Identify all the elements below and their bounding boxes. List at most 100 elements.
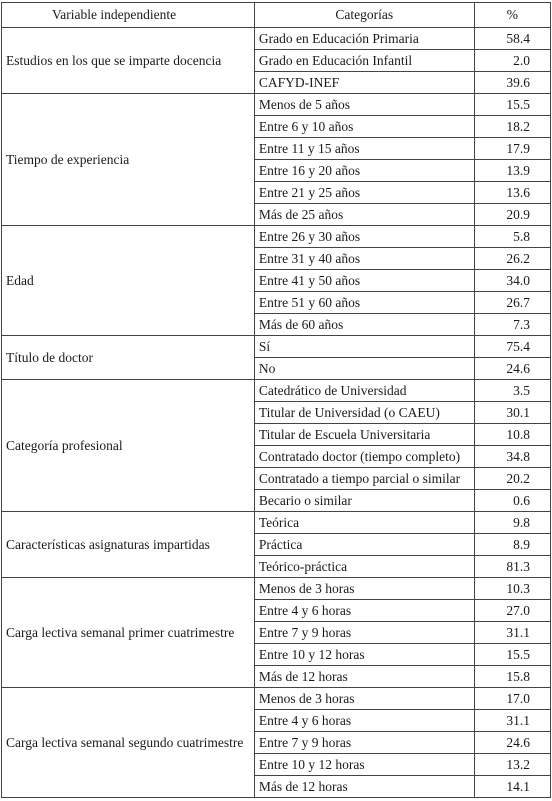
table-row: Edad Entre 26 y 30 años 5.8 [1, 225, 552, 336]
percent-cell: 81.3 [473, 555, 552, 578]
category-cell: Entre 11 y 15 años [253, 137, 475, 160]
percent-cell: 26.2 [473, 247, 552, 270]
category-cell: Grado en Educación Infantil [253, 49, 475, 72]
table-row: Estudios en los que se imparte docencia G… [1, 27, 552, 94]
table-row: Becario o similar 0.6 [2, 489, 552, 512]
category-cell: Grado en Educación Primaria [253, 27, 475, 50]
category-cell: Más de 12 horas [253, 665, 475, 688]
table-row: Grado en Educación Infantil 2.0 [2, 49, 552, 72]
category-cell: Titular de Escuela Universitaria [253, 423, 475, 446]
table-row: Más de 60 años 7.3 [2, 313, 552, 336]
table-row: Teórico-práctica 81.3 [2, 555, 552, 578]
category-cell: Más de 25 años [253, 203, 475, 226]
percent-cell: 15.5 [473, 93, 552, 116]
table-body: Estudios en los que se imparte docencia G… [1, 27, 552, 798]
percent-cell: 14.1 [473, 775, 552, 798]
category-cell: Entre 4 y 6 horas [253, 599, 475, 622]
percent-cell: 5.8 [473, 225, 552, 248]
percent-cell: 17.9 [473, 137, 552, 160]
header-variable: Variable independiente [1, 2, 255, 28]
percent-cell: 2.0 [473, 49, 552, 72]
percent-cell: 34.0 [473, 269, 552, 292]
percent-cell: 58.4 [473, 27, 552, 50]
header-category: Categorías [253, 2, 475, 28]
percent-cell: 31.1 [473, 621, 552, 644]
header-percent: % [473, 2, 552, 28]
percent-cell: 27.0 [473, 599, 552, 622]
category-cell: Teórica [253, 511, 475, 534]
category-cell: Entre 51 y 60 años [253, 291, 475, 314]
category-cell: Sí [253, 335, 475, 358]
percent-cell: 20.9 [473, 203, 552, 226]
category-cell: Menos de 3 horas [253, 577, 475, 600]
percent-cell: 39.6 [473, 71, 552, 94]
category-cell: Entre 4 y 6 horas [253, 709, 475, 732]
table-row: Entre 51 y 60 años 26.7 [2, 291, 552, 314]
percent-cell: 0.6 [473, 489, 552, 512]
category-cell: Menos de 5 años [253, 93, 475, 116]
table-row: Categoría profesional Catedrático de Univ… [1, 379, 552, 512]
table-header: Variable independiente Categorías % [1, 2, 552, 28]
category-cell: Más de 60 años [253, 313, 475, 336]
category-cell: Entre 10 y 12 horas [253, 753, 475, 776]
percent-cell: 15.5 [473, 643, 552, 666]
variable-cell: Características asignaturas impartidas [1, 511, 255, 578]
percent-cell: 7.3 [473, 313, 552, 336]
percent-cell: 75.4 [473, 335, 552, 358]
table-row: Práctica 8.9 [2, 533, 552, 556]
category-cell: CAFYD-INEF [253, 71, 475, 94]
header-row: Variable independiente Categorías % [1, 2, 552, 28]
category-cell: Entre 16 y 20 años [253, 159, 475, 182]
percent-cell: 26.7 [473, 291, 552, 314]
percent-cell: 15.8 [473, 665, 552, 688]
table-row: Titular de Escuela Universitaria 10.8 [2, 423, 552, 446]
table-row: Más de 25 años 20.9 [2, 203, 552, 226]
percent-cell: 13.6 [473, 181, 552, 204]
percent-cell: 10.3 [473, 577, 552, 600]
percent-cell: 13.9 [473, 159, 552, 182]
table-row: Características asignaturas impartidas Te… [1, 511, 552, 578]
percent-cell: 10.8 [473, 423, 552, 446]
table-row: Entre 41 y 50 años 34.0 [2, 269, 552, 292]
percent-cell: 24.6 [473, 357, 552, 380]
table-row: Carga lectiva semanal segundo cuatrimest… [1, 687, 552, 798]
category-cell: Contratado a tiempo parcial o similar [253, 467, 475, 490]
variable-cell: Carga lectiva semanal segundo cuatrimest… [1, 687, 255, 798]
percent-cell: 17.0 [473, 687, 552, 710]
variable-cell: Título de doctor [1, 335, 255, 380]
percent-cell: 20.2 [473, 467, 552, 490]
category-cell: Becario o similar [253, 489, 475, 512]
category-cell: Entre 41 y 50 años [253, 269, 475, 292]
percent-cell: 18.2 [473, 115, 552, 138]
category-cell: Entre 6 y 10 años [253, 115, 475, 138]
percent-cell: 24.6 [473, 731, 552, 754]
table-row: Titular de Universidad (o CAEU) 30.1 [2, 401, 552, 424]
table-row: No 24.6 [2, 357, 552, 380]
table-row: Entre 6 y 10 años 18.2 [2, 115, 552, 138]
percent-cell: 13.2 [473, 753, 552, 776]
table-row: Carga lectiva semanal primer cuatrimestr… [1, 577, 552, 688]
variable-cell: Tiempo de experiencia [1, 93, 255, 226]
percent-cell: 8.9 [473, 533, 552, 556]
table-row: Entre 16 y 20 años 13.9 [2, 159, 552, 182]
variable-cell: Categoría profesional [1, 379, 255, 512]
category-cell: Más de 12 horas [253, 775, 475, 798]
category-cell: Titular de Universidad (o CAEU) [253, 401, 475, 424]
table-row: Título de doctor Sí 75.4 [1, 335, 552, 380]
table-row: Entre 4 y 6 horas 27.0 [2, 599, 552, 622]
category-cell: Entre 7 y 9 horas [253, 621, 475, 644]
table-row: Más de 12 horas 14.1 [2, 775, 552, 798]
category-cell: Entre 21 y 25 años [253, 181, 475, 204]
category-cell: No [253, 357, 475, 380]
category-cell: Contratado doctor (tiempo completo) [253, 445, 475, 468]
category-cell: Entre 7 y 9 horas [253, 731, 475, 754]
category-cell: Catedrático de Universidad [253, 379, 475, 402]
percent-cell: 3.5 [473, 379, 552, 402]
category-cell: Teórico-práctica [253, 555, 475, 578]
category-cell: Práctica [253, 533, 475, 556]
percent-cell: 31.1 [473, 709, 552, 732]
variable-cell: Edad [1, 225, 255, 336]
table-row: Tiempo de experiencia Menos de 5 años 15.5 [1, 93, 552, 226]
category-cell: Menos de 3 horas [253, 687, 475, 710]
category-cell: Entre 31 y 40 años [253, 247, 475, 270]
